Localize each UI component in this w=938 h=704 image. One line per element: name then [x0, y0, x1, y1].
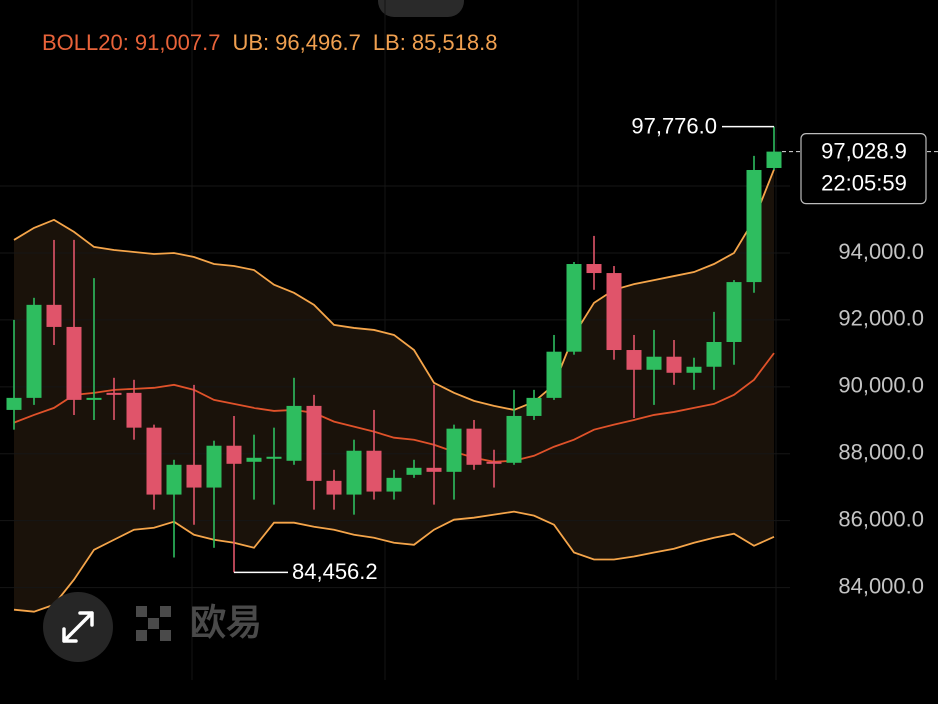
candle-body	[386, 477, 402, 492]
candle-body	[446, 428, 462, 472]
low-label: 84,456.2	[292, 559, 378, 584]
candle-body	[306, 405, 322, 481]
y-tick-label: 84,000.0	[838, 573, 924, 598]
candle-body	[366, 450, 382, 492]
candle-body	[86, 397, 102, 400]
candle-body	[746, 169, 762, 283]
readout-value: 91,007.7	[135, 30, 221, 55]
expand-button[interactable]	[43, 592, 113, 662]
price-value: 97,028.9	[821, 138, 907, 163]
candle-body	[406, 467, 422, 475]
candle-body	[766, 151, 782, 168]
candle-body	[566, 264, 582, 352]
candle-body	[166, 464, 182, 495]
candle-body	[706, 341, 722, 367]
candle-body	[606, 273, 622, 351]
candle-body	[426, 467, 442, 472]
candle-body	[146, 427, 162, 495]
y-tick-label: 86,000.0	[838, 506, 924, 531]
candle-body	[186, 464, 202, 488]
candle-body	[6, 397, 22, 410]
candle-body	[206, 445, 222, 488]
candle-body	[506, 415, 522, 463]
y-tick-label: 94,000.0	[838, 239, 924, 264]
candle-body	[626, 350, 642, 370]
boll-line	[13, 510, 775, 613]
candle-body	[106, 392, 122, 395]
candle-body	[66, 326, 82, 400]
candle-body	[46, 304, 62, 327]
candle-body	[526, 397, 542, 416]
boll-line	[13, 352, 775, 463]
y-tick-label: 92,000.0	[838, 306, 924, 331]
indicator-readout: BOLL20: 91,007.7 UB: 96,496.7 LB: 85,518.8	[42, 30, 497, 55]
candle-body	[126, 392, 142, 428]
candle-body	[266, 456, 282, 459]
candle-body	[226, 445, 242, 464]
readout-label: BOLL20:	[42, 30, 129, 55]
candle-body	[286, 405, 302, 461]
watermark-logo	[136, 606, 171, 641]
candle-body	[686, 366, 702, 373]
candle-body	[666, 356, 682, 373]
readout-value: 96,496.7	[275, 30, 361, 55]
candle-body	[326, 480, 342, 495]
boll-line	[13, 169, 775, 411]
candle-body	[546, 351, 562, 398]
tab-pill[interactable]	[378, 0, 464, 17]
candle-body	[346, 450, 362, 495]
high-label: 97,776.0	[631, 113, 717, 138]
readout-value: 85,518.8	[412, 30, 498, 55]
candle-body	[26, 304, 42, 398]
candle-body	[486, 461, 502, 464]
price-time: 22:05:59	[821, 170, 907, 195]
band-fill	[14, 169, 774, 612]
candle-body	[646, 356, 662, 370]
candle-body	[466, 428, 482, 465]
y-tick-label: 88,000.0	[838, 440, 924, 465]
readout-label: LB:	[373, 30, 406, 55]
candle-body	[586, 264, 602, 274]
watermark: 欧易	[190, 602, 262, 643]
candle-body	[246, 457, 262, 462]
readout-label: UB:	[232, 30, 269, 55]
candle-body	[726, 282, 742, 342]
price-box	[800, 133, 927, 205]
y-tick-label: 90,000.0	[838, 373, 924, 398]
